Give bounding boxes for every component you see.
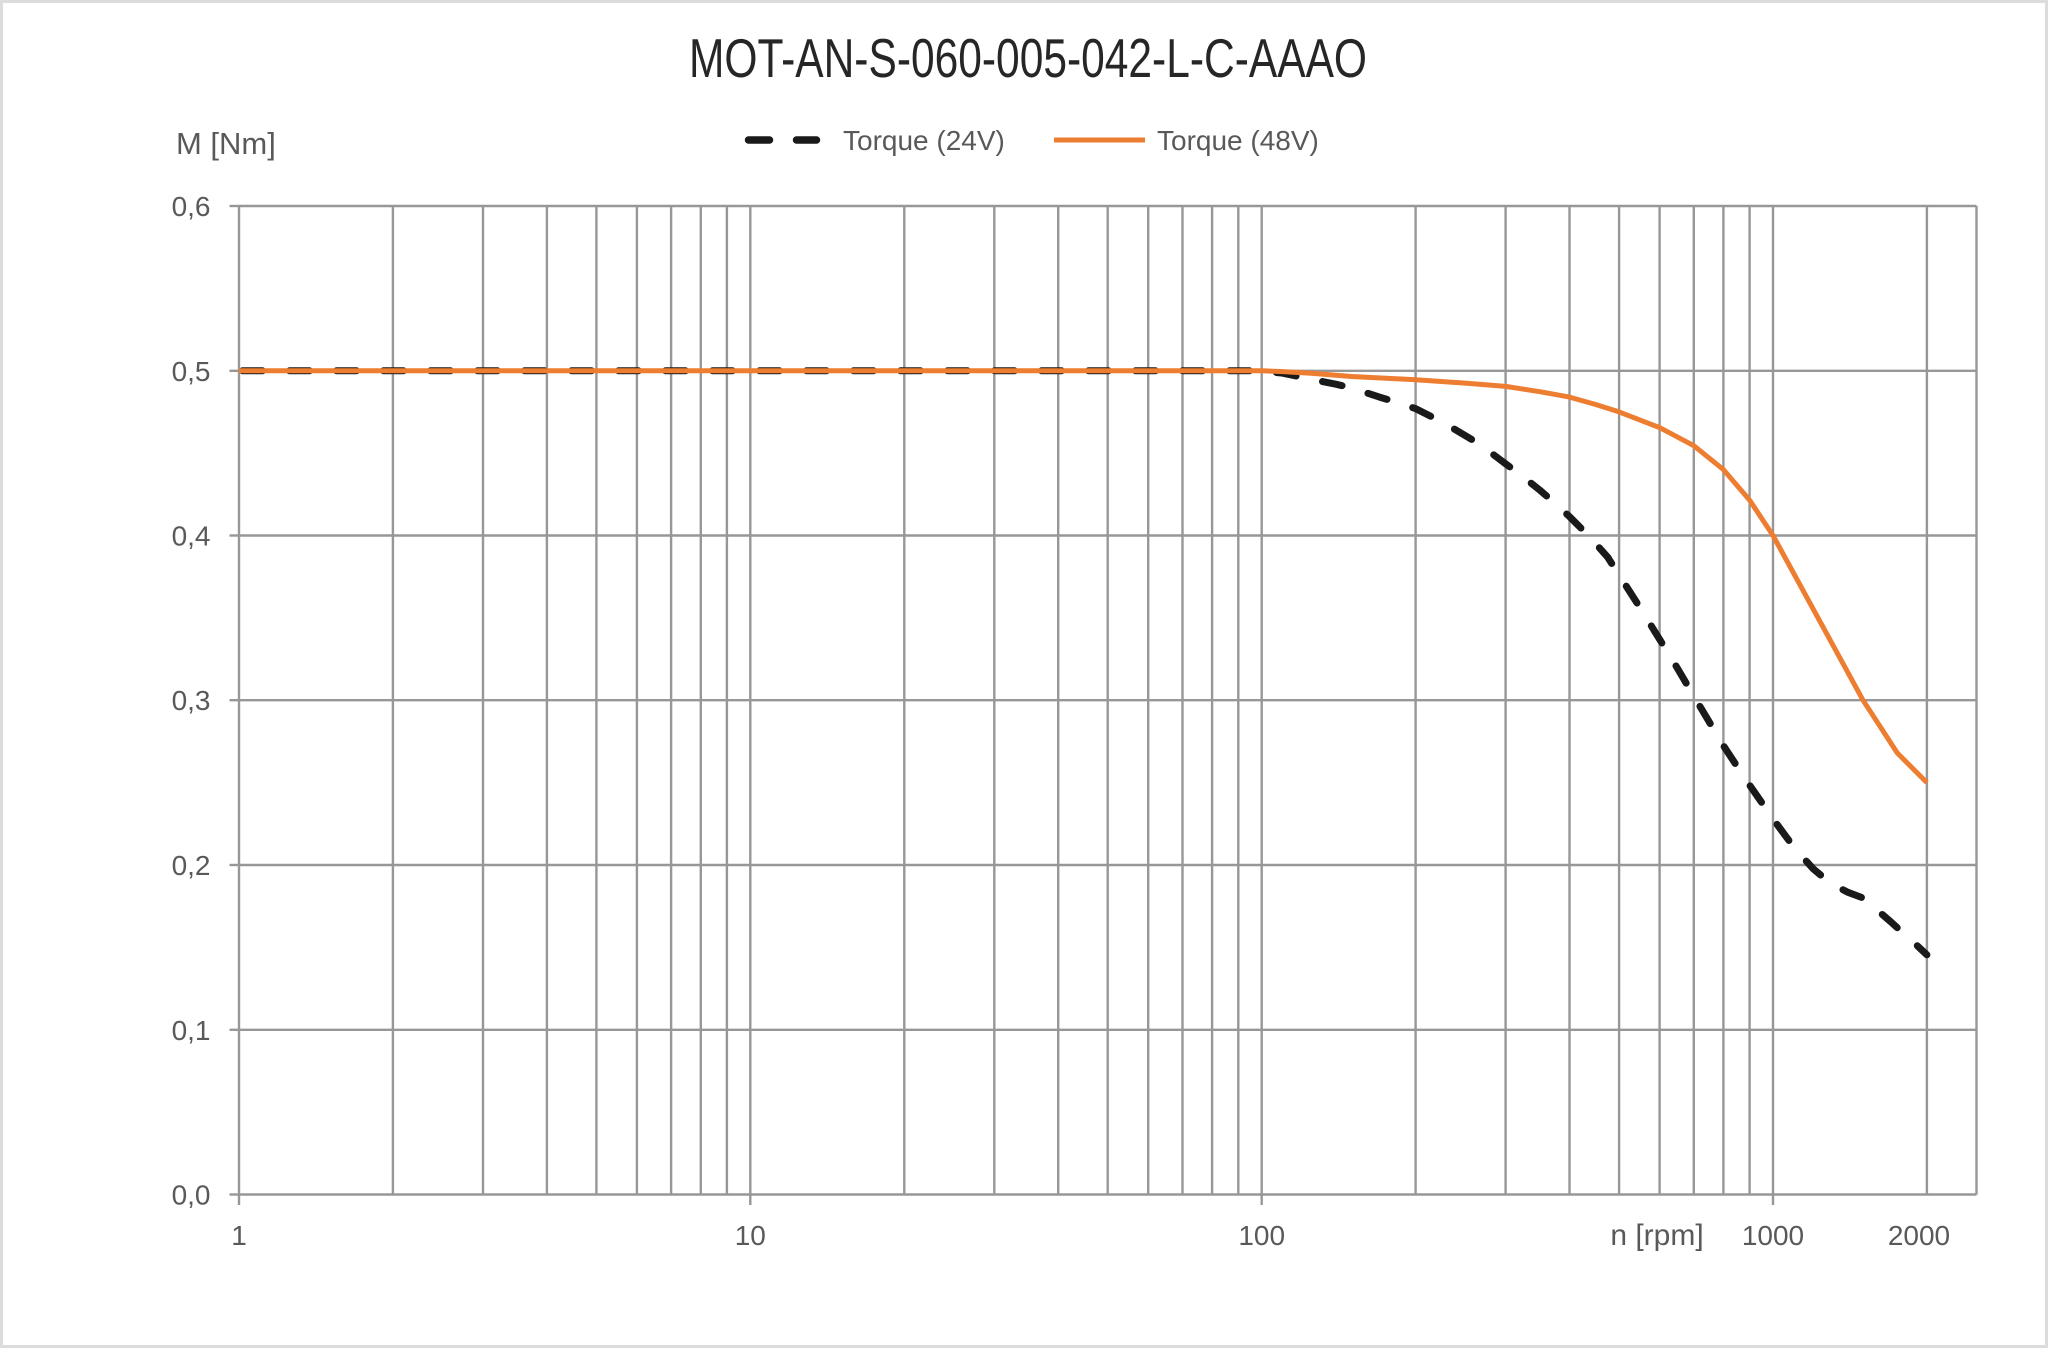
svg-text:10: 10 <box>735 1220 766 1251</box>
svg-text:0,5: 0,5 <box>172 356 211 387</box>
svg-text:100: 100 <box>1238 1220 1285 1251</box>
svg-text:MOT-AN-S-060-005-042-L-C-AAAO: MOT-AN-S-060-005-042-L-C-AAAO <box>689 27 1367 89</box>
svg-text:0,3: 0,3 <box>172 685 211 716</box>
svg-text:Torque (24V): Torque (24V) <box>843 125 1005 156</box>
svg-text:2000: 2000 <box>1888 1220 1950 1251</box>
svg-text:n [rpm]: n [rpm] <box>1610 1219 1703 1252</box>
svg-text:1: 1 <box>231 1220 247 1251</box>
svg-text:0,4: 0,4 <box>172 521 211 552</box>
svg-text:M [Nm]: M [Nm] <box>176 126 276 161</box>
svg-text:1000: 1000 <box>1742 1220 1804 1251</box>
svg-text:0,6: 0,6 <box>172 191 211 222</box>
svg-text:0,0: 0,0 <box>172 1180 211 1211</box>
svg-text:0,2: 0,2 <box>172 850 211 881</box>
svg-text:0,1: 0,1 <box>172 1015 211 1046</box>
svg-text:Torque (48V): Torque (48V) <box>1157 125 1319 156</box>
